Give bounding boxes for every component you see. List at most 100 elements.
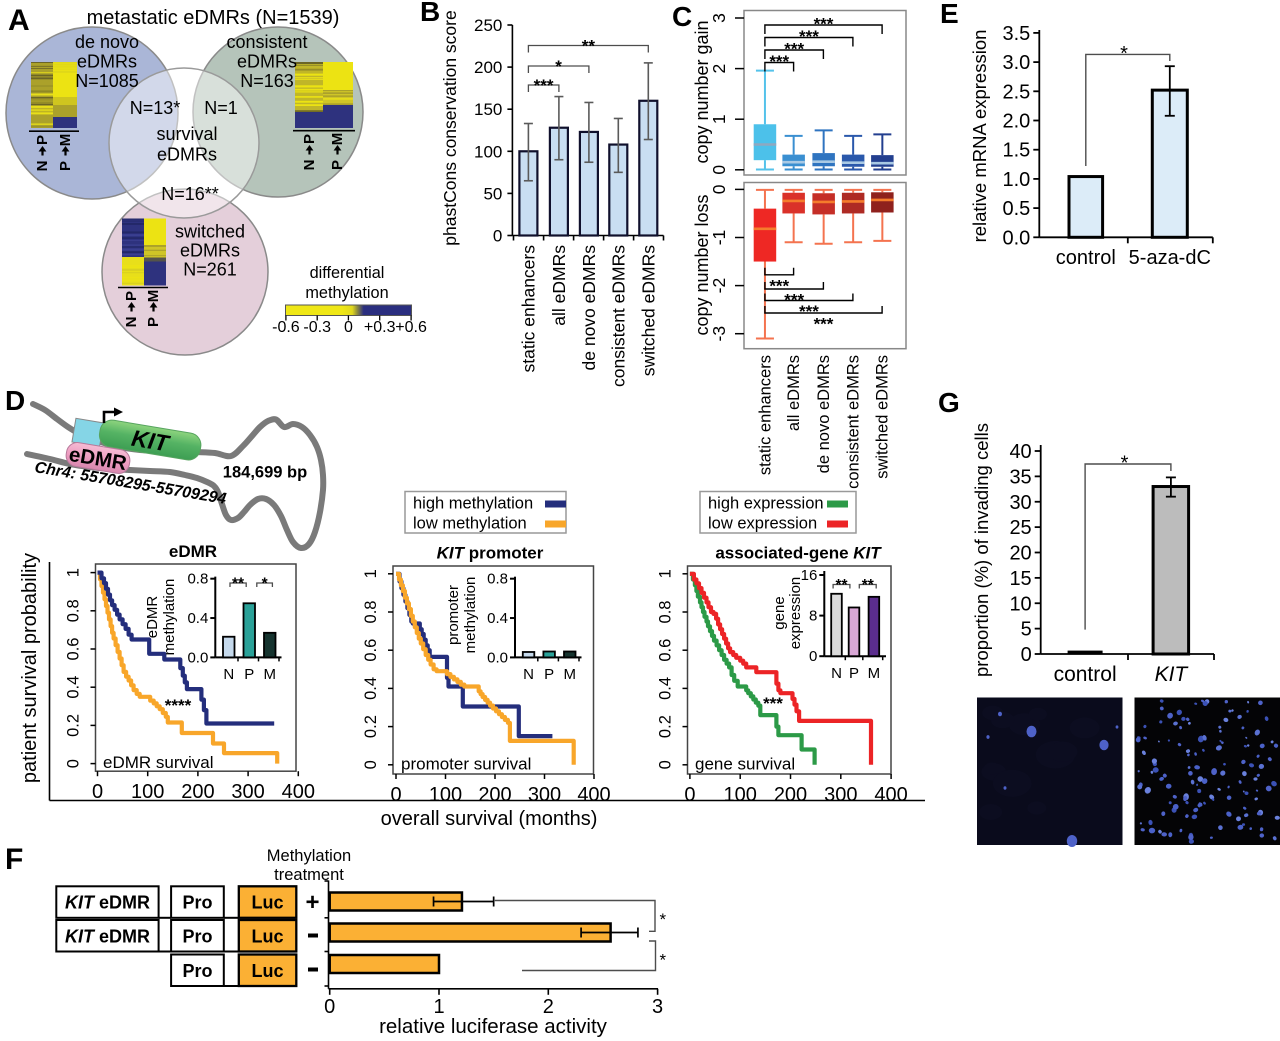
- svg-text:methylation: methylation: [161, 579, 178, 656]
- svg-text:+0.3: +0.3: [364, 319, 396, 336]
- svg-text:KIT eDMR: KIT eDMR: [65, 926, 150, 946]
- svg-text:A: A: [8, 4, 30, 37]
- svg-text:eDMRs: eDMRs: [77, 52, 137, 72]
- svg-text:0: 0: [809, 648, 817, 665]
- svg-text:gene survival: gene survival: [695, 755, 795, 774]
- svg-text:P: P: [329, 160, 346, 170]
- svg-text:3.0: 3.0: [1002, 52, 1030, 74]
- svg-text:***: ***: [799, 27, 819, 46]
- svg-text:10: 10: [1009, 593, 1031, 615]
- svg-text:16: 16: [801, 567, 818, 584]
- svg-text:associated-gene KIT: associated-gene KIT: [715, 544, 882, 563]
- svg-text:1: 1: [709, 114, 729, 124]
- svg-text:low methylation: low methylation: [413, 515, 527, 533]
- svg-text:treatment: treatment: [274, 866, 344, 884]
- svg-text:M: M: [145, 290, 162, 303]
- svg-text:switched eDMRs: switched eDMRs: [874, 355, 892, 479]
- svg-text:M: M: [329, 133, 346, 146]
- svg-text:30: 30: [1009, 492, 1031, 514]
- svg-text:-1: -1: [709, 230, 729, 246]
- svg-text:0.4: 0.4: [65, 676, 83, 699]
- svg-text:0.8: 0.8: [487, 571, 508, 588]
- svg-text:patient survival probability: patient survival probability: [19, 553, 41, 783]
- svg-text:***: ***: [534, 76, 554, 95]
- svg-text:5-aza-dC: 5-aza-dC: [1129, 247, 1211, 269]
- svg-text:0.6: 0.6: [362, 639, 380, 662]
- svg-text:300: 300: [824, 784, 857, 806]
- svg-text:*: *: [1120, 43, 1128, 65]
- svg-text:400: 400: [874, 784, 907, 806]
- svg-text:***: ***: [814, 315, 834, 334]
- svg-text:0: 0: [684, 784, 695, 806]
- svg-text:0.8: 0.8: [65, 599, 83, 622]
- svg-text:N=261: N=261: [183, 260, 237, 280]
- svg-text:0: 0: [362, 760, 380, 769]
- svg-text:Pro: Pro: [182, 893, 212, 913]
- svg-text:1.0: 1.0: [1002, 169, 1030, 191]
- svg-text:de novo: de novo: [75, 32, 139, 52]
- svg-text:***: ***: [784, 40, 804, 59]
- svg-text:eDMRs: eDMRs: [237, 52, 297, 72]
- svg-text:gene: gene: [771, 596, 788, 629]
- svg-text:0.4: 0.4: [362, 677, 380, 700]
- svg-text:all eDMRs: all eDMRs: [549, 245, 569, 326]
- svg-text:0.4: 0.4: [657, 677, 675, 700]
- svg-text:consistent: consistent: [226, 32, 307, 52]
- svg-text:relative luciferase activity: relative luciferase activity: [379, 1015, 608, 1038]
- svg-text:M: M: [564, 666, 577, 683]
- svg-text:N=163: N=163: [240, 71, 294, 91]
- svg-text:40: 40: [1009, 441, 1031, 463]
- svg-text:N=13*: N=13*: [130, 98, 181, 118]
- svg-text:100: 100: [724, 784, 757, 806]
- svg-text:150: 150: [474, 100, 502, 119]
- svg-text:***: ***: [769, 276, 789, 295]
- svg-text:eDMR: eDMR: [144, 596, 161, 639]
- svg-text:expression: expression: [787, 577, 804, 650]
- svg-text:200: 200: [478, 784, 511, 806]
- svg-text:1.5: 1.5: [1002, 140, 1030, 162]
- svg-text:*: *: [660, 951, 667, 970]
- svg-text:Luc: Luc: [251, 961, 283, 981]
- svg-text:eDMR survival: eDMR survival: [103, 753, 214, 772]
- svg-text:all eDMRs: all eDMRs: [785, 355, 803, 431]
- svg-text:1: 1: [433, 996, 444, 1018]
- svg-text:0: 0: [390, 784, 401, 806]
- svg-text:0.2: 0.2: [362, 715, 380, 738]
- svg-text:promoter survival: promoter survival: [401, 755, 531, 774]
- svg-text:switched: switched: [175, 222, 245, 242]
- svg-text:switched eDMRs: switched eDMRs: [638, 245, 658, 377]
- svg-text:5: 5: [1021, 619, 1032, 641]
- svg-text:15: 15: [1009, 568, 1031, 590]
- svg-text:0: 0: [92, 781, 103, 803]
- svg-text:survival: survival: [156, 124, 217, 144]
- svg-text:de novo eDMRs: de novo eDMRs: [815, 355, 833, 473]
- svg-text:F: F: [5, 843, 23, 876]
- svg-text:high methylation: high methylation: [413, 495, 533, 513]
- svg-text:***: ***: [814, 15, 834, 34]
- svg-text:N: N: [523, 666, 534, 683]
- svg-text:relative mRNA expression: relative mRNA expression: [969, 30, 990, 243]
- svg-text:1: 1: [362, 569, 380, 578]
- svg-text:0.0: 0.0: [487, 649, 508, 666]
- svg-text:400: 400: [282, 781, 315, 803]
- svg-text:100: 100: [131, 781, 164, 803]
- svg-text:static enhancers: static enhancers: [756, 355, 774, 475]
- svg-text:N=1: N=1: [204, 98, 238, 118]
- svg-text:KIT promoter: KIT promoter: [437, 544, 544, 563]
- svg-text:2.0: 2.0: [1002, 111, 1030, 133]
- svg-text:0.5: 0.5: [1002, 198, 1030, 220]
- svg-text:eDMRs: eDMRs: [180, 241, 240, 261]
- svg-text:400: 400: [577, 784, 610, 806]
- svg-text:***: ***: [769, 52, 789, 71]
- svg-text:B: B: [420, 0, 440, 27]
- svg-text:Luc: Luc: [251, 926, 283, 946]
- svg-text:0: 0: [709, 165, 729, 175]
- svg-text:200: 200: [181, 781, 214, 803]
- svg-text:promoter: promoter: [445, 585, 462, 645]
- svg-text:100: 100: [474, 142, 502, 161]
- svg-text:0.2: 0.2: [657, 715, 675, 738]
- svg-text:M: M: [264, 666, 277, 683]
- svg-text:***: ***: [799, 302, 819, 321]
- svg-text:****: ****: [165, 696, 192, 715]
- svg-text:200: 200: [774, 784, 807, 806]
